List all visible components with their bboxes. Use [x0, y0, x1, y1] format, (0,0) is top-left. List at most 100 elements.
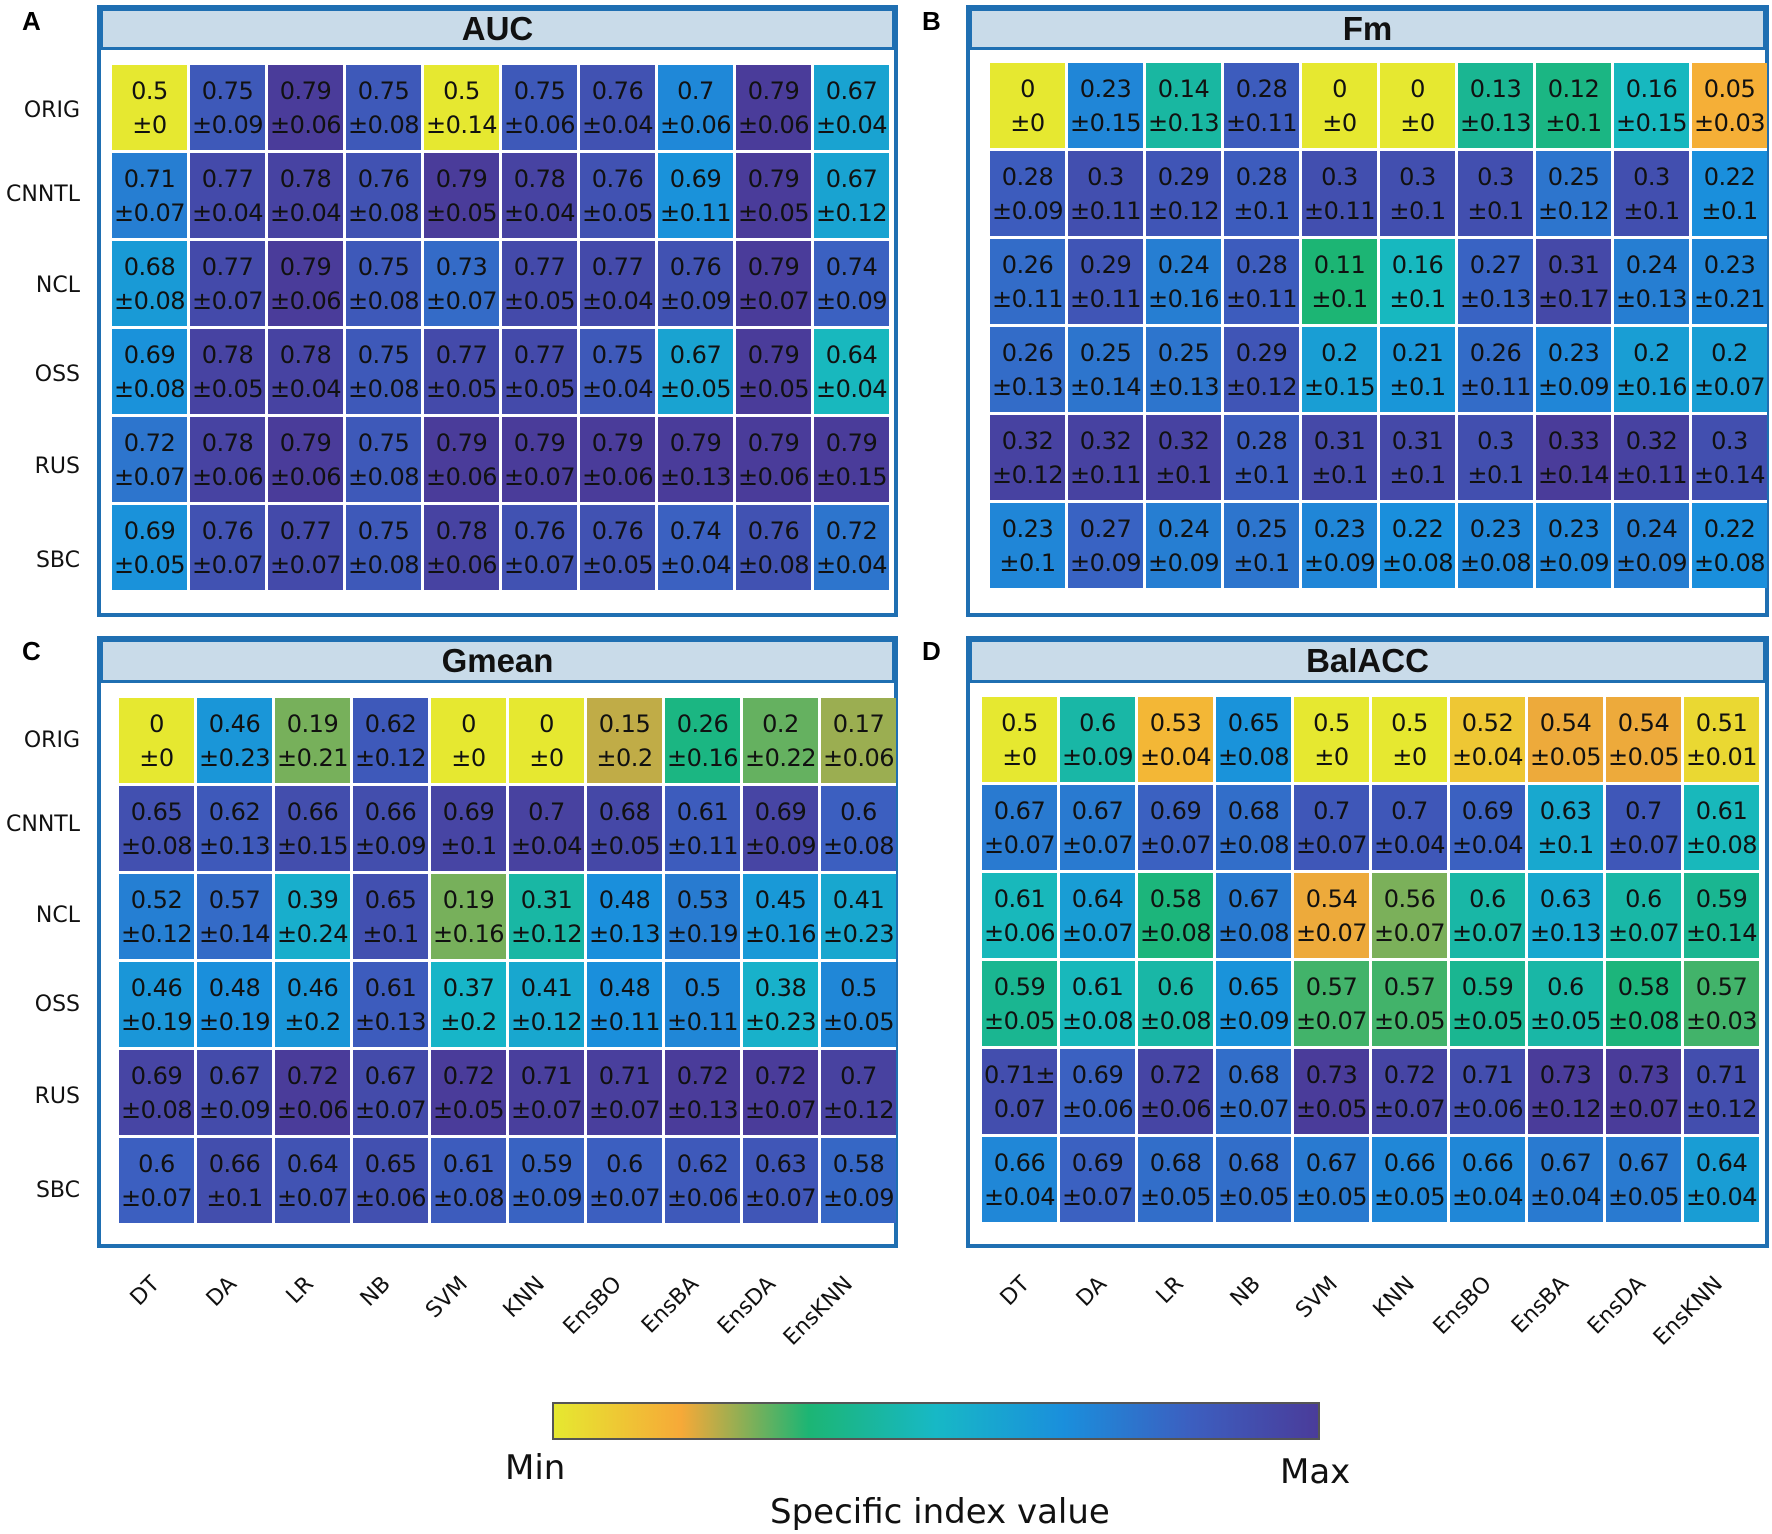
cell-sd: ±0.08 [347, 198, 420, 227]
heatmap-cell: 0.7 ±0.12 [821, 1050, 896, 1135]
heatmap-cell: 0.52 ±0.12 [119, 874, 194, 959]
heatmap-cell: 0.5 ±0.11 [665, 962, 740, 1047]
cell-mean: 0.59 [993, 972, 1046, 1001]
heatmap-cell: 0.3 ±0.1 [1458, 415, 1533, 500]
heatmap-cell: 0.46 ±0.19 [119, 962, 194, 1047]
cell-mean: 0.76 [669, 252, 722, 281]
cell-mean: 0.79 [279, 428, 332, 457]
heatmap-cell: 0.64 ±0.07 [275, 1138, 350, 1223]
heatmap-cell: 0.79 ±0.05 [736, 329, 811, 414]
cell-sd: ±0.08 [1139, 1006, 1212, 1035]
cell-sd: ±0.08 [737, 550, 810, 579]
cell-mean: 0.32 [1157, 426, 1210, 455]
heatmap-cell: 0 ±0 [1302, 63, 1377, 148]
row-label-oss: OSS [34, 362, 80, 387]
cell-sd: ±0.06 [269, 462, 342, 491]
cell-mean: 0.23 [1001, 514, 1054, 543]
cell-mean: 0 [461, 709, 476, 738]
cell-mean: 0.25 [1235, 514, 1288, 543]
cell-sd: ±0.06 [666, 1183, 739, 1212]
cell-sd: ±0.12 [510, 919, 583, 948]
heatmap-cell: 0.68 ±0.05 [587, 786, 662, 871]
cell-mean: 0.16 [1391, 250, 1444, 279]
cell-mean: 0.64 [825, 340, 878, 369]
heatmap-cell: 0.57 ±0.03 [1684, 961, 1759, 1046]
cell-sd: ±0.07 [191, 286, 264, 315]
cell-mean: 0.64 [1071, 884, 1124, 913]
cell-sd: ±0.05 [191, 374, 264, 403]
cell-mean: 0.24 [1157, 250, 1210, 279]
heatmap-cell: 0.28 ±0.1 [1224, 151, 1299, 236]
heatmap-cell: 0 ±0 [990, 63, 1065, 148]
cell-sd: ±0.1 [1233, 196, 1290, 225]
cell-sd: ±0.11 [1069, 284, 1142, 313]
heatmap-cell: 0.67 ±0.05 [1294, 1137, 1369, 1222]
heatmap-cell: 0.69 ±0.07 [1138, 785, 1213, 870]
cell-mean: 0.54 [1617, 708, 1670, 737]
heatmap-cell: 0.69 ±0.11 [658, 153, 733, 238]
cell-sd: ±0.05 [581, 198, 654, 227]
cell-sd: ±0.04 [581, 110, 654, 139]
cell-mean: 0.28 [1235, 250, 1288, 279]
cell-sd: ±0.04 [510, 831, 583, 860]
cell-mean: 0.23 [1469, 514, 1522, 543]
heatmap-cell: 0.31 ±0.1 [1302, 415, 1377, 500]
cell-sd: ±0.07 [1295, 830, 1368, 859]
cell-sd: ±0.05 [1295, 1182, 1368, 1211]
cell-mean: 0.65 [364, 1149, 417, 1178]
heatmap-cell: 0.31 ±0.12 [509, 874, 584, 959]
heatmap-cell: 0 ±0 [1380, 63, 1455, 148]
cell-sd: ±0.05 [503, 286, 576, 315]
heatmap-cell: 0.26 ±0.11 [1458, 327, 1533, 412]
row-label-sbc: SBC [35, 1178, 80, 1203]
panel-letter-c: C [22, 636, 41, 666]
cell-sd: ±0.08 [1139, 918, 1212, 947]
cell-sd: ±0.2 [440, 1007, 497, 1036]
cell-mean: 0.61 [1071, 972, 1124, 1001]
cell-sd: ±0.07 [113, 462, 186, 491]
cell-sd: ±0.06 [425, 462, 498, 491]
cell-mean: 0.75 [201, 76, 254, 105]
heatmap-cell: 0.69 ±0.09 [743, 786, 818, 871]
cell-mean: 0.78 [201, 428, 254, 457]
cell-mean: 0.05 [1703, 74, 1756, 103]
cell-mean: 0.69 [669, 164, 722, 193]
cell-mean: 0.63 [1539, 796, 1592, 825]
cell-sd: ±0 [529, 743, 564, 772]
cell-sd: ±0.07 [1451, 918, 1524, 947]
row-label-orig: ORIG [23, 98, 80, 123]
heatmap-cell: 0.67 ±0.04 [1528, 1137, 1603, 1222]
heatmap-cell: 0.79 ±0.06 [268, 417, 343, 502]
heatmap-cell: 0.64 ±0.04 [814, 329, 889, 414]
heatmap-cell: 0.67 ±0.05 [658, 329, 733, 414]
cell-sd: ±0.08 [822, 831, 895, 860]
heatmap-cell: 0.46 ±0.23 [197, 698, 272, 783]
cell-sd: ±0.05 [737, 198, 810, 227]
heatmap-cell: 0.26 ±0.16 [665, 698, 740, 783]
heatmap-cell: 0.24 ±0.13 [1614, 239, 1689, 324]
cell-mean: 0.65 [1227, 972, 1280, 1001]
heatmap-cell: 0.77 ±0.05 [424, 329, 499, 414]
cell-mean: 0.66 [208, 1149, 261, 1178]
heatmap-cell: 0.05 ±0.03 [1692, 63, 1767, 148]
row-label-rus: RUS [34, 1084, 80, 1109]
cell-sd: ±0.1 [1545, 108, 1602, 137]
cell-sd: ±0.14 [1537, 460, 1610, 489]
cell-sd: ±0.07 [588, 1183, 661, 1212]
heatmap-cell: 0.75 ±0.08 [346, 65, 421, 150]
cell-mean: 0.32 [1001, 426, 1054, 455]
cell-mean: 0.69 [130, 1061, 183, 1090]
cell-sd: ±0.24 [276, 919, 349, 948]
cell-sd: ±0.06 [276, 1095, 349, 1124]
cell-sd: ±0.07 [1061, 918, 1134, 947]
cell-sd: ±0 [1002, 742, 1037, 771]
cell-sd: ±0.12 [991, 460, 1064, 489]
heatmap-cell: 0.72 ±0.05 [431, 1050, 506, 1135]
cell-sd: ±0.1 [1389, 196, 1446, 225]
cell-sd: ±0.1 [1155, 460, 1212, 489]
cell-sd: ±0.13 [1147, 372, 1220, 401]
heatmap-cell: 0 ±0 [119, 698, 194, 783]
cell-mean: 0.78 [201, 340, 254, 369]
heatmap-cell: 0.78 ±0.04 [268, 329, 343, 414]
cell-mean: 0.27 [1079, 514, 1132, 543]
